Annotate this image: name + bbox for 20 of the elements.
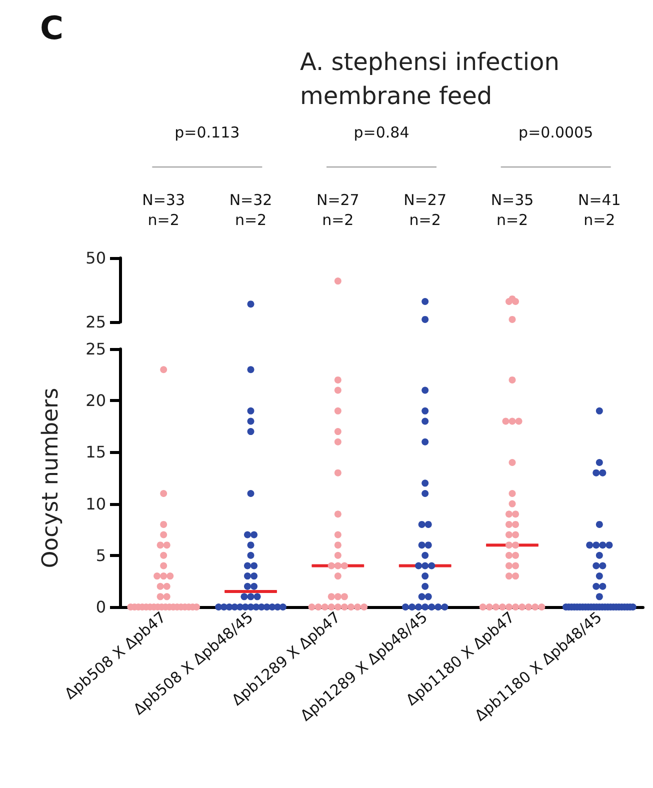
- y-tick-label: 25: [86, 340, 106, 358]
- chart-title: A. stephensi infection membrane feed: [300, 48, 560, 110]
- text: N=27 n=2: [316, 191, 360, 229]
- text: N=35 n=2: [490, 191, 534, 229]
- y-tick-label: 5: [96, 546, 106, 565]
- y-tick-label: 25: [86, 312, 106, 332]
- text: N=33 n=2: [142, 191, 186, 229]
- text: p=0.113: [174, 124, 240, 142]
- text: N=32 n=2: [229, 191, 272, 229]
- text: p=0.0005: [518, 124, 594, 142]
- text: N=27 n=2: [404, 191, 447, 229]
- y-tick-label: 10: [86, 494, 106, 514]
- text: p=0.84: [354, 124, 410, 142]
- text: C: [40, 9, 64, 47]
- y-axis-title: Oocyst numbers: [38, 388, 64, 568]
- y-tick-label: 20: [86, 391, 106, 410]
- y-tick-label: 50: [86, 248, 106, 268]
- y-tick-label: 15: [86, 442, 106, 462]
- y-tick-label: 0: [96, 598, 106, 616]
- text: N=41 n=2: [578, 191, 621, 229]
